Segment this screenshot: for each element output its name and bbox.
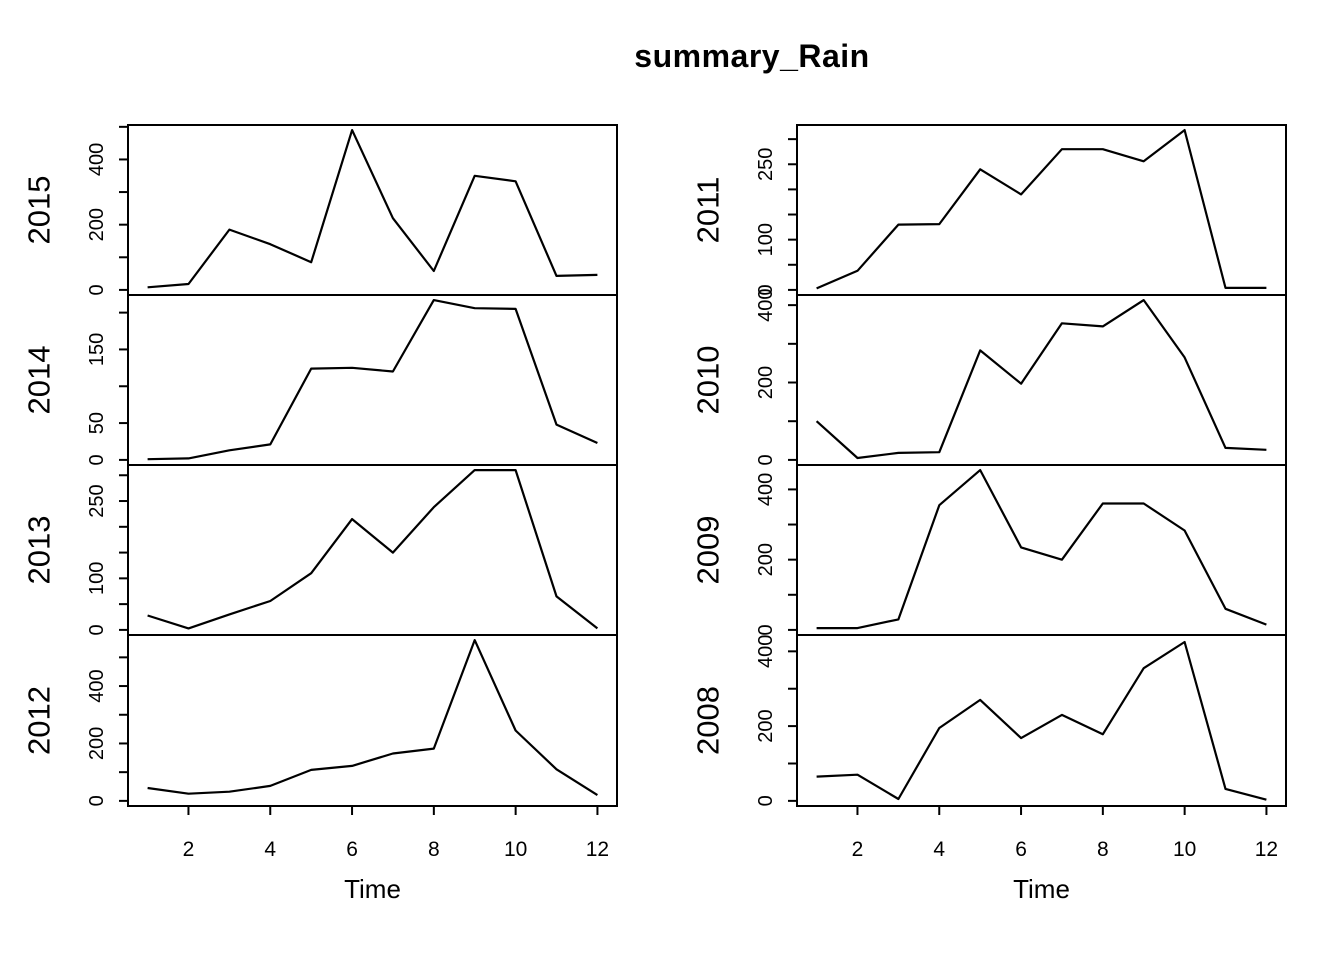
x-axis-title: Time bbox=[1013, 874, 1070, 904]
series-line bbox=[816, 129, 1267, 290]
y-tick-label: 250 bbox=[755, 148, 777, 181]
y-tick-label: 250 bbox=[86, 484, 108, 517]
x-tick-label: 4 bbox=[264, 838, 276, 861]
y-tick-label: 100 bbox=[86, 562, 108, 595]
panel-border bbox=[127, 634, 618, 807]
series-line bbox=[147, 638, 598, 797]
x-tick-label: 8 bbox=[1097, 838, 1109, 861]
y-tick-label: 0 bbox=[755, 454, 777, 465]
y-tick-label: 200 bbox=[755, 543, 777, 576]
y-tick-label: 0 bbox=[755, 284, 777, 295]
panel-2015: 0 200 400 2015 bbox=[22, 124, 618, 296]
y-tick-label: 400 bbox=[755, 288, 777, 321]
panel-2009: 0 200 400 2009 bbox=[691, 464, 1287, 636]
x-tick-label: 4 bbox=[933, 838, 945, 861]
panel-border bbox=[796, 294, 1287, 466]
series-line bbox=[147, 469, 599, 630]
x-tick-label: 10 bbox=[504, 838, 527, 861]
x-tick-label: 10 bbox=[1173, 838, 1196, 861]
panel-border bbox=[796, 124, 1287, 296]
y-tick-label: 150 bbox=[86, 333, 108, 366]
y-tick-label: 400 bbox=[86, 143, 108, 176]
y-tick-label: 200 bbox=[755, 366, 777, 399]
y-tick-label: 0 bbox=[86, 454, 108, 465]
y-tick-label: 400 bbox=[755, 473, 777, 506]
series-line bbox=[147, 129, 598, 289]
y-tick-label: 400 bbox=[755, 635, 777, 668]
y-tick-label: 0 bbox=[86, 624, 108, 635]
x-tick-label: 6 bbox=[346, 838, 358, 861]
y-tick-label: 200 bbox=[755, 709, 777, 742]
panel-2011: 0 100 250 2011 bbox=[691, 124, 1287, 296]
y-tick-label: 0 bbox=[755, 795, 777, 806]
y-tick-label: 0 bbox=[755, 624, 777, 635]
y-tick-label: 0 bbox=[86, 795, 108, 806]
panel-border bbox=[796, 464, 1287, 636]
year-label: 2009 bbox=[691, 516, 726, 585]
y-tick-label: 0 bbox=[86, 284, 108, 295]
series-line bbox=[816, 469, 1267, 630]
year-label: 2013 bbox=[22, 516, 57, 585]
series-line bbox=[147, 299, 598, 461]
panel-border bbox=[127, 294, 618, 466]
panel-border bbox=[796, 634, 1287, 807]
panel-2010: 0 200 400 2010 bbox=[691, 288, 1287, 466]
x-axis-title: Time bbox=[344, 874, 401, 904]
year-label: 2012 bbox=[22, 686, 57, 755]
x-tick-label: 2 bbox=[183, 838, 195, 861]
series-line bbox=[816, 640, 1267, 801]
y-tick-label: 200 bbox=[86, 208, 108, 241]
y-tick-label: 200 bbox=[86, 727, 108, 760]
panel-border bbox=[127, 124, 618, 296]
panel-2008: 0 200 400 2008 2 4 6 8 10 12 Time bbox=[691, 634, 1287, 904]
year-label: 2014 bbox=[22, 346, 57, 415]
x-tick-label: 12 bbox=[1255, 838, 1278, 861]
y-tick-label: 100 bbox=[755, 223, 777, 256]
x-tick-label: 6 bbox=[1015, 838, 1027, 861]
x-tick-label: 2 bbox=[852, 838, 864, 861]
series-line bbox=[815, 299, 1267, 460]
panel-border bbox=[127, 464, 618, 636]
panel-2012: 0 200 400 2012 2 4 6 8 10 12 Time bbox=[22, 634, 618, 904]
year-label: 2011 bbox=[691, 177, 726, 244]
y-tick-label: 400 bbox=[86, 669, 108, 702]
chart-title: summary_Rain bbox=[634, 38, 870, 74]
x-tick-label: 12 bbox=[586, 838, 609, 861]
panel-2014: 0 50 150 2014 bbox=[22, 294, 618, 466]
panel-2013: 0 100 250 2013 bbox=[22, 464, 618, 636]
x-tick-label: 8 bbox=[428, 838, 440, 861]
year-label: 2010 bbox=[691, 346, 726, 415]
year-label: 2015 bbox=[22, 176, 57, 245]
year-label: 2008 bbox=[691, 686, 726, 755]
y-tick-label: 50 bbox=[86, 412, 108, 434]
